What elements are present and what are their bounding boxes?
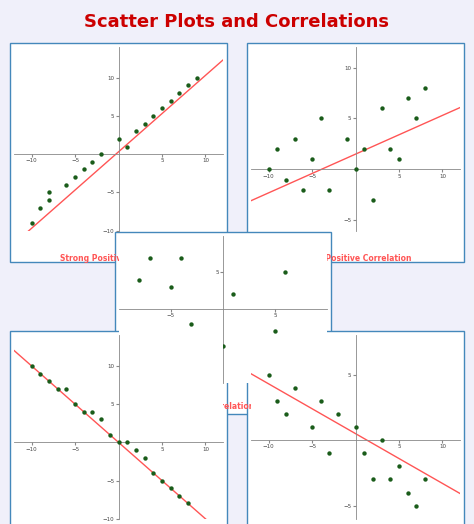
Point	[378, 436, 385, 444]
Point	[158, 476, 166, 485]
Point	[273, 145, 281, 153]
Point	[421, 84, 429, 92]
Point	[36, 369, 44, 378]
Point	[282, 410, 290, 418]
Point	[352, 165, 359, 173]
Point	[421, 475, 429, 484]
Point	[167, 484, 174, 493]
Point	[291, 384, 299, 392]
Point	[123, 143, 131, 151]
Point	[115, 135, 122, 143]
Point	[360, 145, 368, 153]
Point	[308, 155, 316, 163]
Point	[80, 165, 88, 173]
Point	[175, 89, 183, 97]
Point	[71, 173, 79, 181]
Point	[54, 385, 62, 393]
Point	[80, 408, 88, 416]
Point	[386, 475, 394, 484]
Point	[45, 377, 53, 386]
Point	[369, 196, 377, 204]
Point	[36, 203, 44, 212]
Point	[141, 119, 148, 128]
Point	[97, 150, 105, 158]
Point	[317, 114, 325, 123]
Point	[219, 342, 227, 350]
Point	[271, 327, 279, 335]
Point	[334, 410, 342, 418]
Point	[352, 423, 359, 431]
Point	[291, 135, 299, 143]
Point	[184, 81, 192, 90]
Point	[123, 438, 131, 446]
Point	[63, 385, 70, 393]
Point	[209, 334, 216, 343]
Point	[412, 114, 420, 123]
Point	[343, 135, 351, 143]
Point	[395, 462, 403, 471]
Point	[326, 449, 333, 457]
Point	[175, 492, 183, 500]
Point	[89, 158, 96, 166]
Point	[326, 185, 333, 194]
Text: Strong Positive Correlation: Strong Positive Correlation	[60, 254, 177, 264]
Point	[193, 73, 201, 82]
Point	[177, 254, 185, 262]
Text: No Correlation: No Correlation	[191, 401, 255, 411]
Point	[250, 356, 258, 365]
Point	[45, 188, 53, 196]
Point	[404, 94, 411, 102]
Point	[395, 155, 403, 163]
Point	[28, 362, 36, 370]
Point	[106, 431, 114, 439]
Point	[45, 196, 53, 204]
Point	[167, 96, 174, 105]
Point	[273, 397, 281, 405]
Point	[184, 499, 192, 508]
Point	[132, 446, 140, 454]
Point	[412, 501, 420, 510]
Point	[158, 104, 166, 113]
Point	[265, 165, 273, 173]
Point	[317, 397, 325, 405]
Point	[167, 283, 174, 291]
Text: Weak Positive Correlation: Weak Positive Correlation	[299, 254, 412, 264]
Text: Scatter Plots and Correlations: Scatter Plots and Correlations	[84, 13, 390, 31]
Point	[141, 453, 148, 462]
Point	[360, 449, 368, 457]
Point	[63, 180, 70, 189]
Point	[89, 408, 96, 416]
Point	[369, 475, 377, 484]
Point	[71, 400, 79, 408]
Point	[265, 370, 273, 379]
Point	[136, 276, 143, 284]
Point	[386, 145, 394, 153]
Point	[28, 219, 36, 227]
Point	[149, 469, 157, 477]
Point	[300, 185, 307, 194]
Point	[308, 423, 316, 431]
Point	[115, 438, 122, 446]
Point	[282, 176, 290, 184]
Point	[229, 290, 237, 299]
Point	[404, 488, 411, 497]
Point	[149, 112, 157, 120]
Point	[282, 268, 289, 277]
Point	[97, 415, 105, 423]
Point	[378, 104, 385, 113]
Point	[146, 254, 154, 262]
Point	[132, 127, 140, 135]
Point	[188, 320, 195, 328]
